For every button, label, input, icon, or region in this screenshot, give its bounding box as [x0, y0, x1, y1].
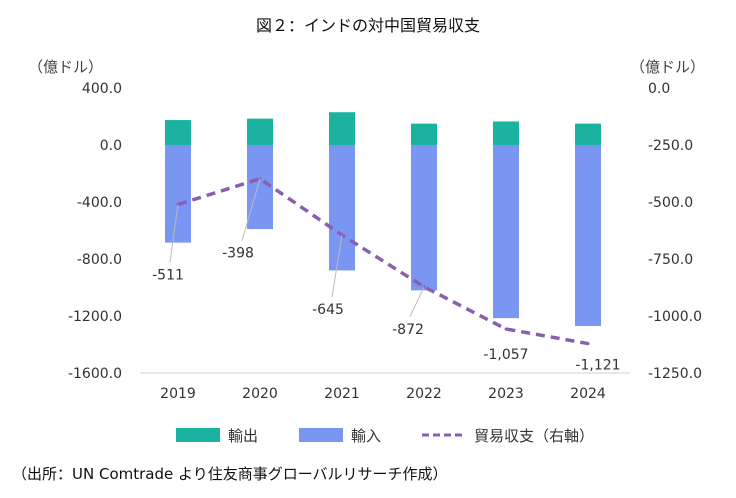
right-tick-label: -750.0 [648, 252, 693, 268]
left-tick-label: 400.0 [82, 81, 122, 97]
balance-data-label: -511 [152, 268, 184, 284]
data-labels: -511 -398 -645 -872 -1,057 -1,121 [152, 178, 621, 374]
x-tick-label: 2019 [160, 386, 196, 402]
balance-line [176, 176, 590, 346]
balance-data-label: -1,057 [483, 347, 528, 363]
legend: 輸出 輸入 貿易収支（右軸） [176, 427, 594, 445]
export-bar [165, 120, 191, 145]
right-tick-label: -500.0 [648, 195, 693, 211]
export-bar [493, 121, 519, 145]
right-tick-label: -1250.0 [648, 366, 702, 382]
balance-data-label: -872 [392, 322, 424, 338]
x-tick-label: 2022 [406, 386, 442, 402]
export-bar [247, 118, 273, 145]
data-label-leader [331, 234, 343, 298]
left-tick-label: -800.0 [77, 252, 122, 268]
import-bar [493, 145, 519, 319]
export-bar [575, 123, 601, 145]
left-tick-label: -1200.0 [68, 309, 122, 325]
legend-swatch-exports [176, 428, 220, 442]
left-tick-label: -400.0 [77, 195, 122, 211]
left-axis-ticks: 400.0 0.0 -400.0 -800.0 -1200.0 -1600.0 [68, 81, 122, 382]
balance-point [504, 327, 508, 331]
right-tick-label: -1000.0 [648, 309, 702, 325]
data-label-leader [169, 204, 179, 263]
balance-data-label: -1,121 [575, 358, 620, 374]
source-note: （出所：UN Comtrade より住友商事グローバルリサーチ作成） [12, 465, 448, 483]
x-axis-ticks: 2019 2020 2021 2022 2023 2024 [160, 386, 606, 402]
import-bar [165, 145, 191, 243]
left-tick-label: -1600.0 [68, 366, 122, 382]
x-tick-label: 2023 [488, 386, 524, 402]
balance-point [586, 342, 590, 346]
import-bar [575, 145, 601, 326]
x-tick-label: 2021 [324, 386, 360, 402]
import-bar [411, 145, 437, 291]
balance-data-label: -645 [312, 302, 344, 318]
balance-line-path [177, 176, 589, 346]
right-axis-unit: （億ドル） [630, 58, 705, 76]
data-label-leader [241, 178, 261, 241]
right-tick-label: -250.0 [648, 138, 693, 154]
trade-balance-chart: 図２：インドの対中国貿易収支 （億ドル） （億ドル） 400.0 0.0 -400.… [28, 16, 705, 445]
right-tick-label: 0.0 [648, 81, 670, 97]
legend-label-imports: 輸入 [351, 427, 381, 445]
chart-title: 図２：インドの対中国貿易収支 [256, 16, 480, 35]
bars [165, 112, 601, 326]
export-bar [411, 123, 437, 145]
import-bar [247, 145, 273, 230]
legend-swatch-imports [299, 428, 343, 442]
balance-data-label: -398 [222, 246, 254, 262]
x-tick-label: 2020 [242, 386, 278, 402]
export-bar [329, 112, 355, 145]
legend-label-balance: 貿易収支（右軸） [474, 427, 594, 445]
data-label-leader [409, 286, 425, 318]
import-bar [329, 145, 355, 271]
right-axis-ticks: 0.0 -250.0 -500.0 -750.0 -1000.0 -1250.0 [648, 81, 702, 382]
left-tick-label: 0.0 [100, 138, 122, 154]
left-axis-unit: （億ドル） [28, 58, 103, 76]
legend-label-exports: 輸出 [228, 427, 258, 445]
x-tick-label: 2024 [570, 386, 606, 402]
